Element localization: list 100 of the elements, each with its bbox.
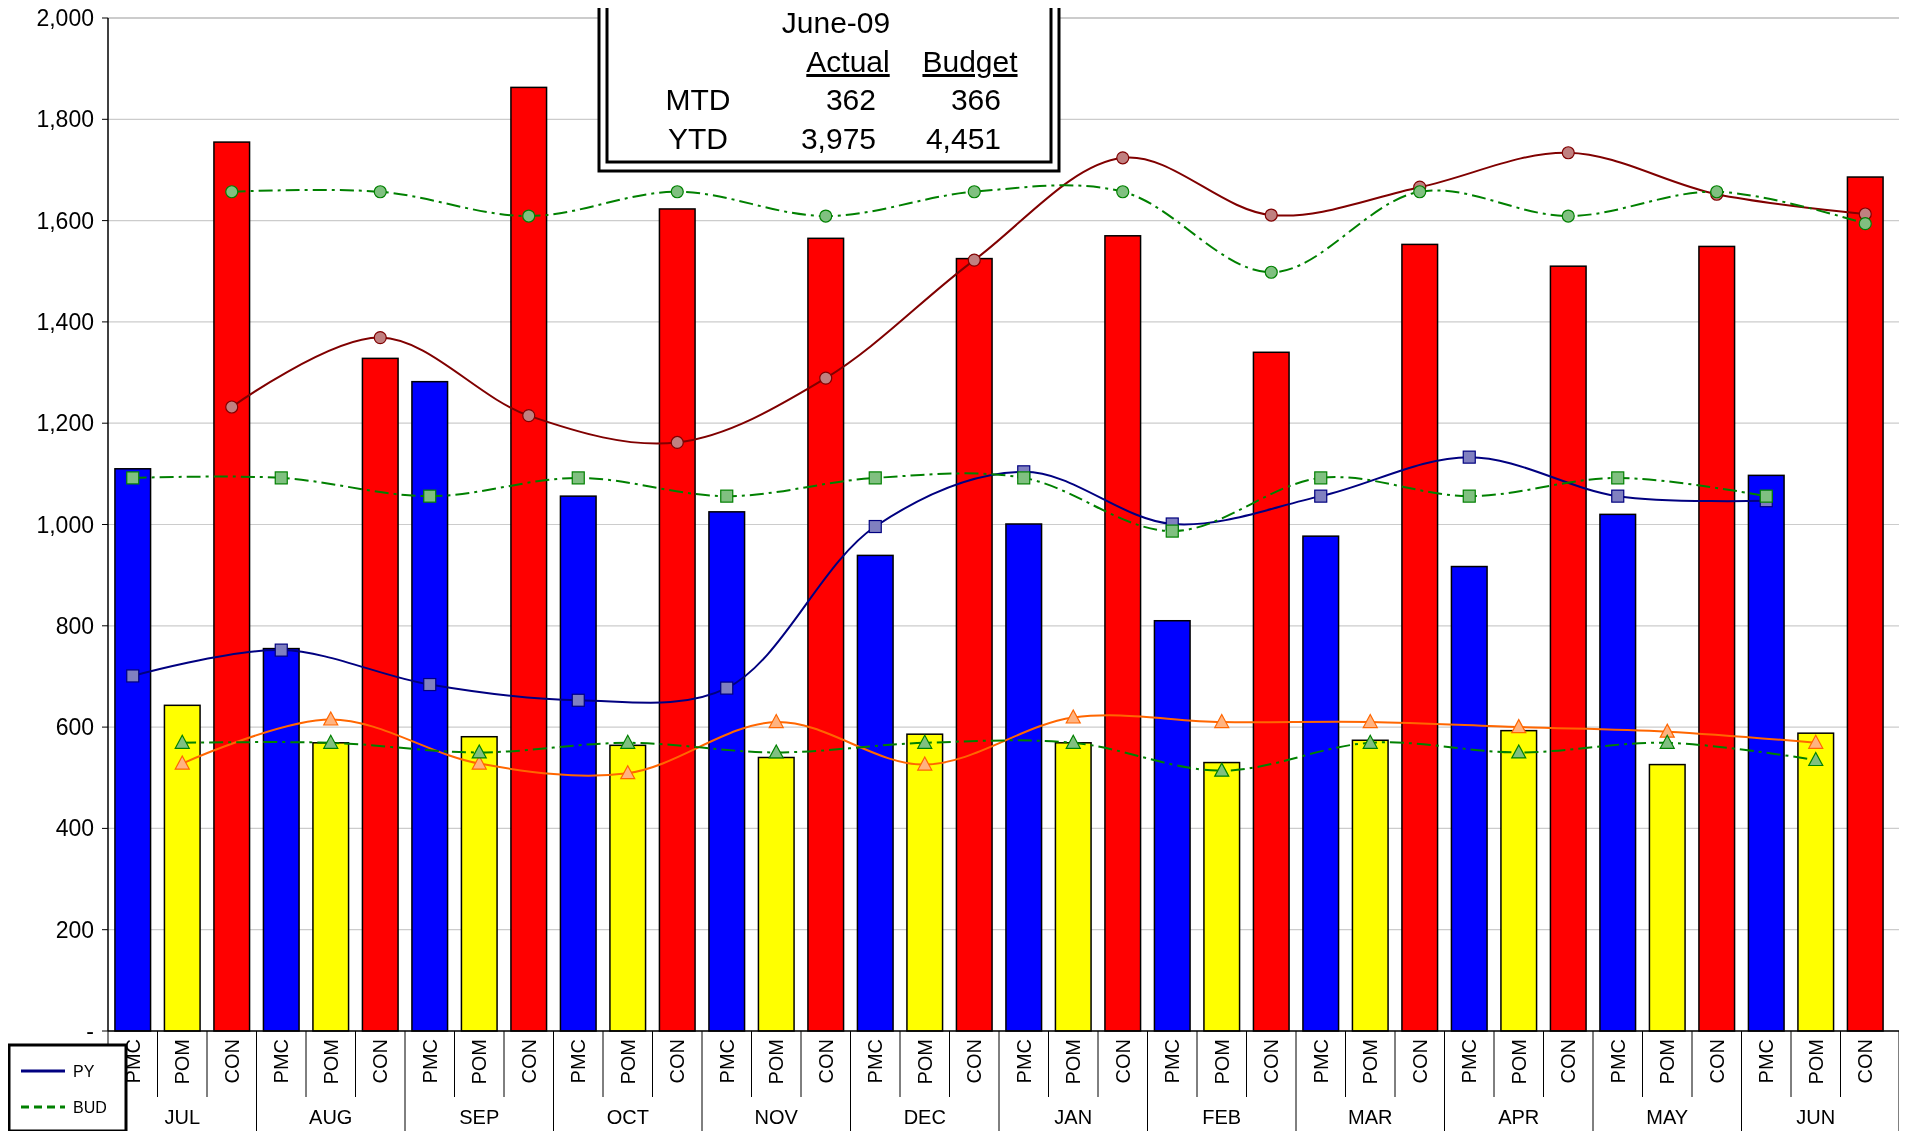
point: [1561, 146, 1575, 160]
text: AUG: [309, 1106, 353, 1128]
point: [1808, 734, 1824, 749]
x-tick-label: CON: [1408, 1039, 1431, 1084]
point: [1659, 734, 1675, 749]
text: MAY: [1646, 1106, 1689, 1128]
x-tick-label: CON: [220, 1039, 243, 1084]
x-tick-label: PMC: [418, 1039, 441, 1084]
x-tick-label: CON: [1854, 1039, 1877, 1084]
point: [423, 677, 437, 692]
point: [373, 185, 387, 199]
point: [323, 711, 339, 726]
point: [1462, 489, 1476, 503]
point: [373, 331, 387, 345]
x-tick-label: PMC: [1606, 1039, 1629, 1084]
point: [522, 409, 536, 423]
x-tick-label: POM: [616, 1039, 639, 1085]
point: [819, 371, 833, 385]
text: DEC: [903, 1106, 946, 1128]
text: FEB: [1202, 1106, 1242, 1128]
text: JUN: [1796, 1106, 1836, 1128]
point: [620, 734, 636, 749]
x-tick-label: CON: [369, 1039, 392, 1084]
x-tick-label: PMC: [1012, 1039, 1035, 1084]
x-tick-label: POM: [1507, 1039, 1530, 1085]
point: [1264, 208, 1278, 222]
point: [274, 643, 288, 657]
point: [967, 185, 981, 199]
legend-label: PY: [73, 1062, 95, 1080]
point: [720, 681, 734, 695]
point: [1116, 151, 1130, 165]
annotation: Budget: [922, 45, 1019, 78]
point: [1413, 185, 1427, 199]
point: [1858, 217, 1872, 231]
point: [1462, 450, 1476, 464]
point: [571, 471, 585, 485]
x-tick-label: CON: [963, 1039, 986, 1084]
point: [620, 765, 636, 780]
point: [1362, 734, 1378, 749]
point: [1314, 471, 1328, 485]
point: [819, 209, 833, 223]
annotation: 366: [950, 83, 1001, 116]
point: [967, 253, 981, 267]
text: MAR: [1348, 1106, 1393, 1128]
x-tick-label: POM: [171, 1039, 194, 1085]
text: APR: [1498, 1106, 1540, 1128]
x-tick-label: POM: [1210, 1039, 1233, 1085]
point: [225, 185, 239, 199]
point: [768, 744, 784, 759]
point: [274, 471, 288, 485]
annotation: 362: [825, 83, 876, 116]
point: [768, 713, 784, 729]
point: [670, 185, 684, 199]
y-tick-label: 1,400: [36, 308, 94, 335]
text: JAN: [1054, 1106, 1093, 1128]
x-tick-label: PMC: [1309, 1039, 1332, 1084]
y-tick-label: 400: [55, 815, 94, 842]
annotation: Actual: [806, 45, 890, 78]
point: [1065, 709, 1081, 724]
x-tick-label: POM: [913, 1039, 936, 1085]
point: [1659, 723, 1675, 738]
x-tick-label: POM: [765, 1039, 788, 1085]
legend-label: BUD: [73, 1098, 107, 1116]
x-tick-label: POM: [1656, 1039, 1679, 1085]
point: [571, 693, 585, 707]
point: [174, 734, 190, 749]
annotation: June-09: [781, 6, 891, 39]
point: [1116, 185, 1130, 199]
point: [471, 744, 487, 759]
x-tick-label: POM: [1804, 1039, 1827, 1085]
point: [1808, 751, 1824, 767]
point: [1611, 471, 1625, 485]
point: [670, 435, 684, 450]
x-tick-label: PMC: [1161, 1039, 1184, 1084]
point: [1165, 524, 1179, 538]
x-tick-label: PMC: [567, 1039, 590, 1084]
x-tick-label: POM: [1359, 1039, 1382, 1085]
y-tick-label: 1,200: [36, 410, 94, 437]
annotation: 4,451: [925, 122, 1001, 155]
point: [522, 209, 536, 223]
y-tick-label: 1,600: [36, 207, 94, 234]
point: [917, 734, 933, 749]
x-tick-label: PMC: [1458, 1039, 1481, 1084]
y-tick-label: 800: [55, 612, 94, 639]
point: [323, 734, 339, 749]
y-tick-label: 1,800: [36, 106, 94, 133]
x-tick-label: CON: [666, 1039, 689, 1084]
point: [126, 669, 140, 683]
point: [1214, 713, 1230, 729]
x-tick-label: CON: [1260, 1039, 1283, 1084]
point: [720, 489, 734, 503]
x-tick-label: POM: [1062, 1039, 1085, 1085]
x-tick-label: PMC: [1755, 1039, 1778, 1084]
point: [1314, 489, 1328, 503]
text: SEP: [459, 1106, 500, 1128]
y-tick-label: 2,000: [36, 5, 94, 32]
point: [1511, 744, 1527, 759]
point: [423, 489, 437, 503]
point: [1065, 734, 1081, 749]
point: [126, 471, 140, 485]
